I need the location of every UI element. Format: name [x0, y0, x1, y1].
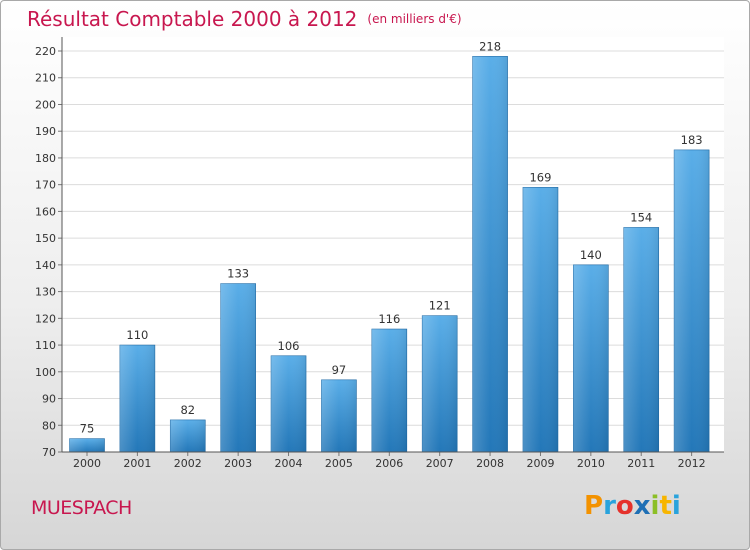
x-tick-label: 2011	[627, 457, 655, 470]
y-tick-label: 140	[35, 259, 56, 272]
x-tick-label: 2005	[325, 457, 353, 470]
data-label-2010: 140	[580, 248, 602, 262]
y-tick-label: 110	[35, 339, 56, 352]
data-label-2006: 116	[378, 312, 400, 326]
chart-title-text: Résultat Comptable 2000 à 2012	[27, 7, 358, 31]
axes: 7080901001101201301401501601701801902002…	[35, 37, 724, 470]
x-tick-label: 2009	[526, 457, 554, 470]
data-label-2005: 97	[332, 363, 347, 377]
bar-shine-2012	[674, 149, 710, 452]
data-label-2012: 183	[681, 133, 703, 147]
y-tick-label: 200	[35, 98, 56, 111]
x-tick-label: 2007	[426, 457, 454, 470]
bar-shine-2010	[573, 264, 609, 452]
y-tick-label: 170	[35, 179, 56, 192]
logo-letter: i	[671, 491, 681, 521]
logo-letter: t	[659, 491, 672, 521]
y-tick-label: 180	[35, 152, 56, 165]
bar-shine-2011	[623, 227, 659, 452]
x-tick-label: 2012	[678, 457, 706, 470]
x-tick-label: 2004	[275, 457, 303, 470]
x-tick-label: 2000	[73, 457, 101, 470]
y-tick-label: 150	[35, 232, 56, 245]
data-label-2003: 133	[227, 267, 249, 281]
y-tick-label: 100	[35, 366, 56, 379]
chart-subtitle: (en milliers d'€)	[367, 12, 462, 26]
data-label-2009: 169	[529, 170, 551, 184]
y-tick-label: 220	[35, 45, 56, 58]
y-tick-label: 130	[35, 286, 56, 299]
y-tick-label: 210	[35, 72, 56, 85]
y-tick-label: 80	[42, 419, 56, 432]
y-tick-label: 120	[35, 312, 56, 325]
bar-shine-2008	[472, 56, 508, 452]
logo-letter: i	[650, 491, 660, 521]
data-label-2001: 110	[126, 328, 148, 342]
data-label-2004: 106	[278, 339, 300, 353]
y-tick-label: 90	[42, 393, 56, 406]
x-tick-label: 2001	[123, 457, 151, 470]
x-tick-label: 2008	[476, 457, 504, 470]
logo-letter: r	[603, 491, 616, 521]
bar-shine-2007	[422, 315, 458, 452]
bars: 75 110 82 133 106 97 116 121 218 169 140 154 183	[69, 39, 710, 453]
bar-shine-2001	[119, 345, 155, 452]
x-tick-label: 2006	[375, 457, 403, 470]
data-label-2000: 75	[80, 422, 95, 436]
data-label-2002: 82	[180, 403, 195, 417]
y-tick-label: 190	[35, 125, 56, 138]
logo-letter: o	[615, 491, 634, 521]
bar-shine-2005	[321, 379, 357, 452]
x-tick-label: 2003	[224, 457, 252, 470]
bar-shine-2003	[220, 283, 256, 452]
bar-shine-2002	[170, 419, 206, 452]
data-label-2008: 218	[479, 39, 501, 53]
proxiti-logo: Proxiti	[584, 491, 681, 521]
y-tick-label: 160	[35, 205, 56, 218]
x-tick-label: 2010	[577, 457, 605, 470]
commune-name: MUESPACH	[31, 497, 132, 519]
bar-shine-2000	[69, 438, 105, 452]
bar-shine-2004	[271, 355, 307, 452]
bar-shine-2009	[522, 187, 558, 452]
x-tick-label: 2002	[174, 457, 202, 470]
data-label-2011: 154	[630, 210, 652, 224]
data-label-2007: 121	[429, 299, 451, 313]
bar-shine-2006	[371, 329, 407, 452]
chart-title: Résultat Comptable 2000 à 2012 (en millie…	[27, 7, 462, 31]
logo-letter: x	[633, 491, 651, 521]
y-tick-label: 70	[42, 446, 56, 459]
logo-letter: P	[584, 491, 604, 521]
